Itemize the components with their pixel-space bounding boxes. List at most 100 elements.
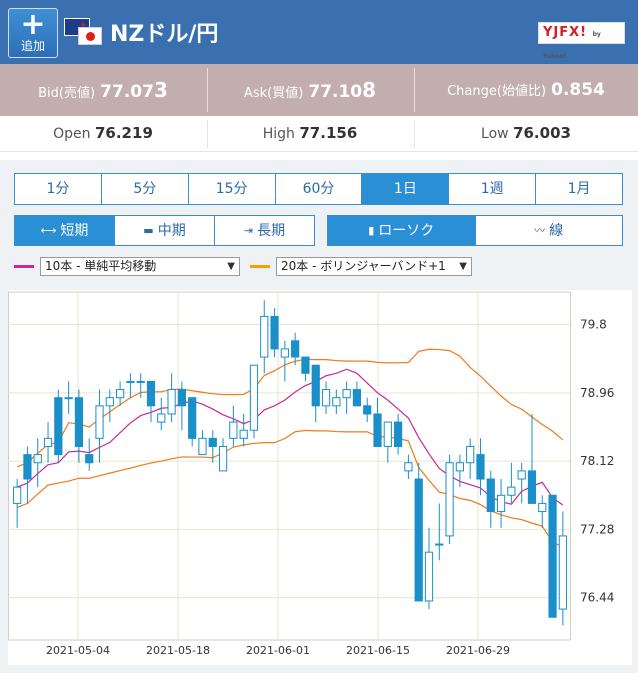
candle [527,413,537,504]
x-tick-label: 2021-06-01 [246,644,310,657]
candle [167,373,176,423]
range-short[interactable]: ⟷ 短期 [15,216,115,245]
candle [146,380,156,423]
plot-frame [8,291,571,641]
candle [177,381,186,431]
app-header: + 追加 ★ ★ ★ NZドル/円 YJFX! by Yahoo! [0,0,638,64]
candle [507,462,516,504]
add-button[interactable]: + 追加 [8,8,58,58]
period-1week[interactable]: 1週 [449,174,537,204]
y-tick-label: 78.96 [580,386,614,400]
candle [321,381,331,414]
candle [85,438,94,471]
period-1min[interactable]: 1分 [15,174,102,204]
candle [23,446,32,504]
line-chart-icon: 〰 [534,224,546,237]
y-tick-label: 77.28 [580,522,614,536]
x-tick-label: 2021-06-15 [346,644,410,657]
candlestick-chart-svg: 79.8 78.96 78.12 77.28 76.44 2021-05-04 2021-… [8,291,614,657]
candle [383,421,392,463]
candle [280,340,289,382]
y-tick-label: 78.12 [580,454,614,468]
y-tick-label: 79.8 [580,318,607,332]
pair-title: NZドル/円 [110,22,219,47]
candle [229,405,238,447]
candle [198,430,207,456]
candle [332,389,341,414]
candle [342,381,351,414]
indicator-2-swatch [250,265,270,268]
candle [74,389,84,463]
period-15min[interactable]: 15分 [189,174,276,204]
expand-horizontal-icon: ⟷ [40,224,57,237]
x-tick-label: 2021-06-29 [446,644,510,657]
chart-type-selector: ▮ ローソク 〰線 [327,215,623,246]
range-mid[interactable]: ▬ 中期 [115,216,215,245]
candle [414,462,423,602]
candle [455,454,464,488]
candle [33,438,42,488]
change-cell: Change(始値比) 0.854 [447,80,605,100]
candle [424,527,434,610]
moving-average-line [16,368,564,506]
compress-horizontal-icon: ⇥ [243,224,254,237]
low-cell: Low 76.003 [481,124,571,142]
rectangle-icon: ▬ [143,224,154,237]
range-long[interactable]: ⇥ 長期 [215,216,314,245]
ask-cell: Ask(買値) 77.108 [243,78,377,102]
high-cell: High 77.156 [262,124,358,142]
currency-flags: ★ ★ ★ [64,18,104,48]
period-1day[interactable]: 1日 [362,174,450,204]
candle [239,413,248,447]
y-tick-label: 76.44 [580,591,614,605]
candle [517,462,526,504]
candlestick-icon: ▮ [368,224,375,237]
candle [136,373,145,398]
candle [466,438,475,480]
period-1month[interactable]: 1月 [567,181,591,197]
bollinger-lower-line [16,429,564,548]
x-tick-label: 2021-05-18 [146,644,210,657]
candle [43,422,53,463]
candle [105,389,114,423]
candle [188,397,197,447]
indicator-2-select[interactable]: 20本 - ボリンジャーバンド+1 ▼ [276,257,472,276]
jp-flag-icon [78,27,102,45]
period-selector: 1分 5分 15分 60分 1日 1週 1月 [14,173,623,205]
period-5min[interactable]: 5分 [102,174,189,204]
plus-icon: + [20,7,46,42]
candle [486,470,495,528]
candle [311,364,320,423]
candle [270,308,279,358]
candle [538,495,547,528]
candle [157,397,166,431]
chart-type-candle[interactable]: ▮ ローソク [328,216,476,245]
candle [404,454,413,480]
price-chart[interactable]: 79.8 78.96 78.12 77.28 76.44 2021-05-04 2021-… [8,290,632,665]
candle [445,454,454,545]
candle [54,389,63,463]
chart-type-line[interactable]: 〰線 [476,216,623,245]
yjfx-logo[interactable]: YJFX! by Yahoo! [538,22,625,60]
candle [496,479,506,528]
candle [291,332,300,366]
candle [548,494,557,618]
quote-row: Bid(売値) 77.073 Ask(買値) 77.108 Change(始値比… [0,64,638,116]
candle [435,503,444,561]
chevron-down-icon: ▼ [227,261,235,272]
x-tick-label: 2021-05-04 [46,644,110,657]
candle [249,364,259,439]
range-selector: ⟷ 短期 ▬ 中期 ⇥ 長期 [14,215,315,246]
chevron-down-icon: ▼ [459,261,467,272]
candle [95,389,104,463]
indicator-1-select[interactable]: 10本 - 単純平均移動 ▼ [40,257,240,276]
bollinger-upper-line [16,348,564,468]
candle [352,381,362,407]
candle [64,381,73,414]
candle [116,381,125,406]
period-60min[interactable]: 60分 [276,174,363,204]
candle [260,300,269,374]
candle [394,413,403,455]
candle [218,438,228,472]
ohl-row: Open 76.219 High 77.156 Low 76.003 [0,116,638,152]
